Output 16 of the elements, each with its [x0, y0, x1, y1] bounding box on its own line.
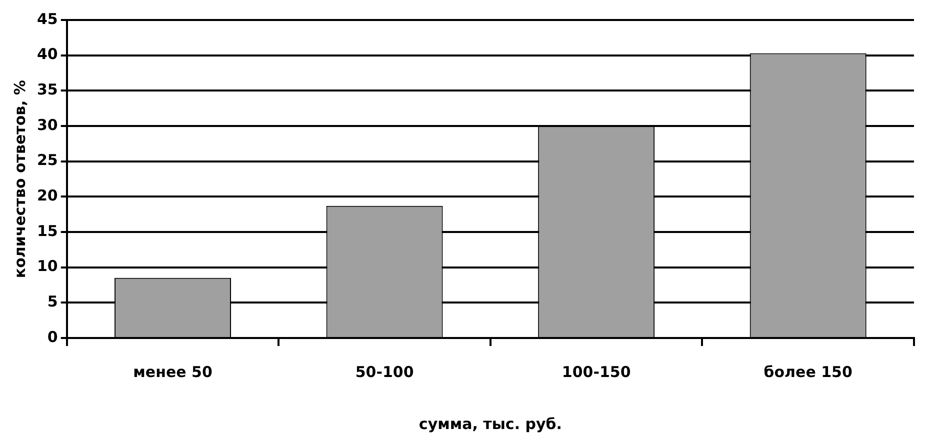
y-tick-label: 25: [37, 151, 58, 170]
x-tick-label: 100-150: [562, 362, 631, 381]
y-tick-label: 5: [47, 292, 58, 311]
y-tick-label: 10: [37, 257, 58, 276]
y-tick-label: 0: [47, 328, 58, 346]
y-tick-label: 30: [37, 116, 58, 134]
y-axis-title: количество ответов, %: [10, 80, 29, 278]
y-tick-label: 40: [37, 45, 58, 64]
x-tick-label: 50-100: [355, 362, 414, 381]
y-tick-label: 15: [37, 222, 58, 240]
y-tick-label: 45: [37, 10, 58, 28]
x-tick-label: более 150: [764, 362, 852, 381]
x-tick-label: менее 50: [133, 362, 212, 381]
y-tick-label: 20: [37, 186, 58, 205]
x-axis-title: сумма, тыс. руб.: [418, 414, 562, 433]
y-tick-label: 35: [37, 80, 58, 99]
